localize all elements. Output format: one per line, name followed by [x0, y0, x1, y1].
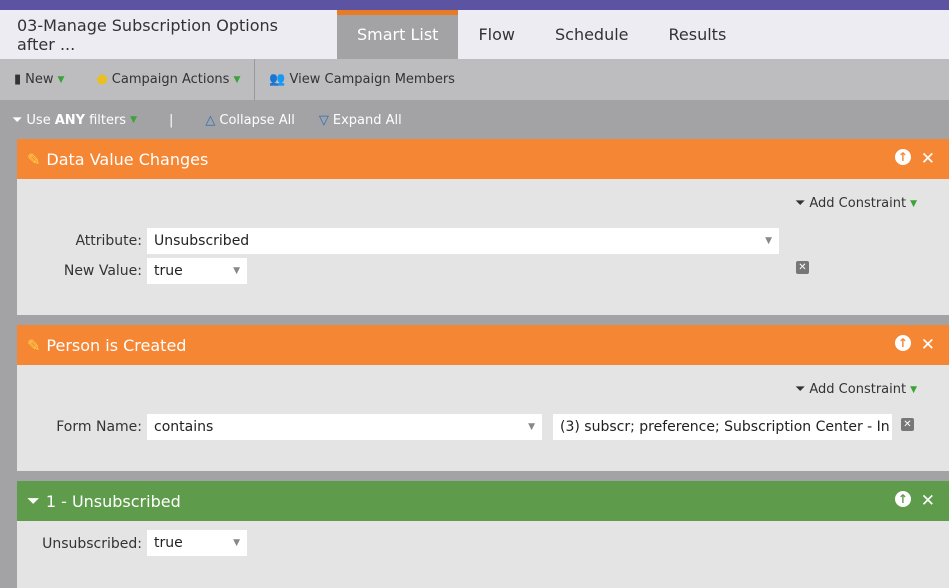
tab-smart-list[interactable]: Smart List — [337, 10, 459, 59]
tab-flow[interactable]: Flow — [478, 25, 515, 44]
expand-label: Expand All — [332, 112, 402, 128]
filter-bar: ⏷ Use ANY filters ▼ | △ Collapse All ▽ Expand … — [0, 100, 949, 140]
tab-bar: 03-Manage Subscription Options after ...… — [0, 10, 949, 59]
filter-unsubscribed: ⏷ 1 - Unsubscribed ↑ ✕ Unsubscribed: true ▼ — [17, 481, 949, 588]
top-accent-bar — [0, 0, 949, 10]
attribute-label: Attribute: — [75, 233, 142, 249]
trigger-icon: ✎ — [27, 149, 41, 169]
collapse-icon: △ — [205, 112, 216, 128]
lightbulb-icon: ● — [96, 72, 108, 87]
funnel-icon: ⏷ — [27, 491, 40, 510]
use-prefix: Use — [26, 112, 51, 128]
filter-title: 1 - Unsubscribed — [45, 491, 181, 511]
tab-results[interactable]: Results — [668, 25, 727, 44]
dropdown-arrow-icon: ▼ — [57, 74, 65, 85]
tab-schedule[interactable]: Schedule — [554, 25, 629, 44]
members-icon: 👥 — [269, 72, 286, 87]
campaign-title: 03-Manage Subscription Options after ... — [17, 15, 279, 54]
new-icon: ▮ — [14, 72, 22, 87]
new-value-label: New Value: — [63, 263, 142, 279]
expand-all-button[interactable]: ▽ Expand All — [307, 113, 414, 128]
add-constraint-label: Add Constraint — [809, 382, 907, 397]
chevron-down-icon: ▼ — [233, 538, 240, 548]
form-name-input[interactable]: (3) subscr; preference; Subscription Cen… — [553, 414, 892, 440]
operator-value: contains — [154, 419, 214, 435]
remove-constraint-icon[interactable]: ✕ — [796, 261, 809, 274]
funnel-icon: ⏷ — [794, 382, 806, 397]
use-any: ANY — [54, 112, 86, 128]
add-constraint-label: Add Constraint — [809, 196, 907, 211]
view-members-label: View Campaign Members — [289, 72, 455, 87]
unsubscribed-select[interactable]: true ▼ — [147, 530, 247, 556]
filter-header: ✎ Data Value Changes ↑ ✕ — [17, 139, 949, 179]
expand-icon: ▽ — [318, 112, 329, 128]
operator-select[interactable]: contains ▼ — [147, 414, 542, 440]
close-icon[interactable]: ✕ — [920, 335, 935, 355]
use-suffix: filters — [89, 112, 127, 128]
collapse-all-button[interactable]: △ Collapse All — [193, 113, 307, 128]
funnel-icon: ⏷ — [12, 112, 23, 128]
filter-header: ⏷ 1 - Unsubscribed ↑ ✕ — [17, 481, 949, 521]
attribute-value: Unsubscribed — [154, 233, 250, 249]
unsubscribed-value: true — [154, 535, 183, 551]
move-up-icon[interactable]: ↑ — [894, 491, 911, 507]
campaign-actions-label: Campaign Actions — [111, 72, 230, 87]
trigger-icon: ✎ — [27, 335, 41, 355]
filter-person-is-created: ✎ Person is Created ↑ ✕ ⏷ Add Constraint ▼ Fo… — [17, 325, 949, 471]
new-value: true — [154, 263, 183, 279]
form-name-value: (3) subscr; preference; Subscription Cen… — [560, 419, 892, 435]
unsubscribed-label: Unsubscribed: — [42, 536, 142, 552]
new-button[interactable]: ▮ New ▼ — [0, 72, 78, 87]
add-constraint-button[interactable]: ⏷ Add Constraint ▼ — [795, 382, 917, 397]
toolbar-divider — [254, 59, 256, 100]
remove-constraint-icon[interactable]: ✕ — [901, 418, 914, 431]
move-up-icon[interactable]: ↑ — [894, 149, 911, 165]
attribute-select[interactable]: Unsubscribed ▼ — [147, 228, 779, 254]
new-value-select[interactable]: true ▼ — [147, 258, 247, 284]
filter-header: ✎ Person is Created ↑ ✕ — [17, 325, 949, 365]
toolbar: ▮ New ▼ ● Campaign Actions ▼ 👥 View Campaign … — [0, 59, 949, 100]
dropdown-arrow-icon: ▼ — [130, 115, 137, 125]
funnel-icon: ⏷ — [794, 196, 806, 211]
filter-title: Data Value Changes — [46, 149, 209, 169]
filter-title: Person is Created — [46, 335, 187, 355]
dropdown-arrow-icon: ▼ — [233, 74, 241, 85]
close-icon[interactable]: ✕ — [920, 491, 935, 511]
chevron-down-icon: ▼ — [233, 266, 240, 276]
collapse-label: Collapse All — [219, 112, 295, 128]
form-name-label: Form Name: — [56, 419, 142, 435]
chevron-down-icon: ▼ — [528, 422, 535, 432]
dropdown-arrow-icon: ▼ — [910, 384, 917, 395]
chevron-down-icon: ▼ — [765, 236, 772, 246]
close-icon[interactable]: ✕ — [920, 149, 935, 169]
new-label: New — [25, 72, 54, 87]
divider: | — [169, 112, 174, 128]
view-campaign-members-button[interactable]: 👥 View Campaign Members — [255, 72, 469, 87]
filter-data-value-changes: ✎ Data Value Changes ↑ ✕ ⏷ Add Constraint ▼ A… — [17, 139, 949, 315]
dropdown-arrow-icon: ▼ — [910, 198, 917, 209]
use-filters-dropdown[interactable]: ⏷ Use ANY filters ▼ — [0, 113, 149, 128]
add-constraint-button[interactable]: ⏷ Add Constraint ▼ — [795, 196, 917, 211]
campaign-actions-button[interactable]: ● Campaign Actions ▼ — [78, 72, 254, 87]
move-up-icon[interactable]: ↑ — [894, 335, 911, 351]
